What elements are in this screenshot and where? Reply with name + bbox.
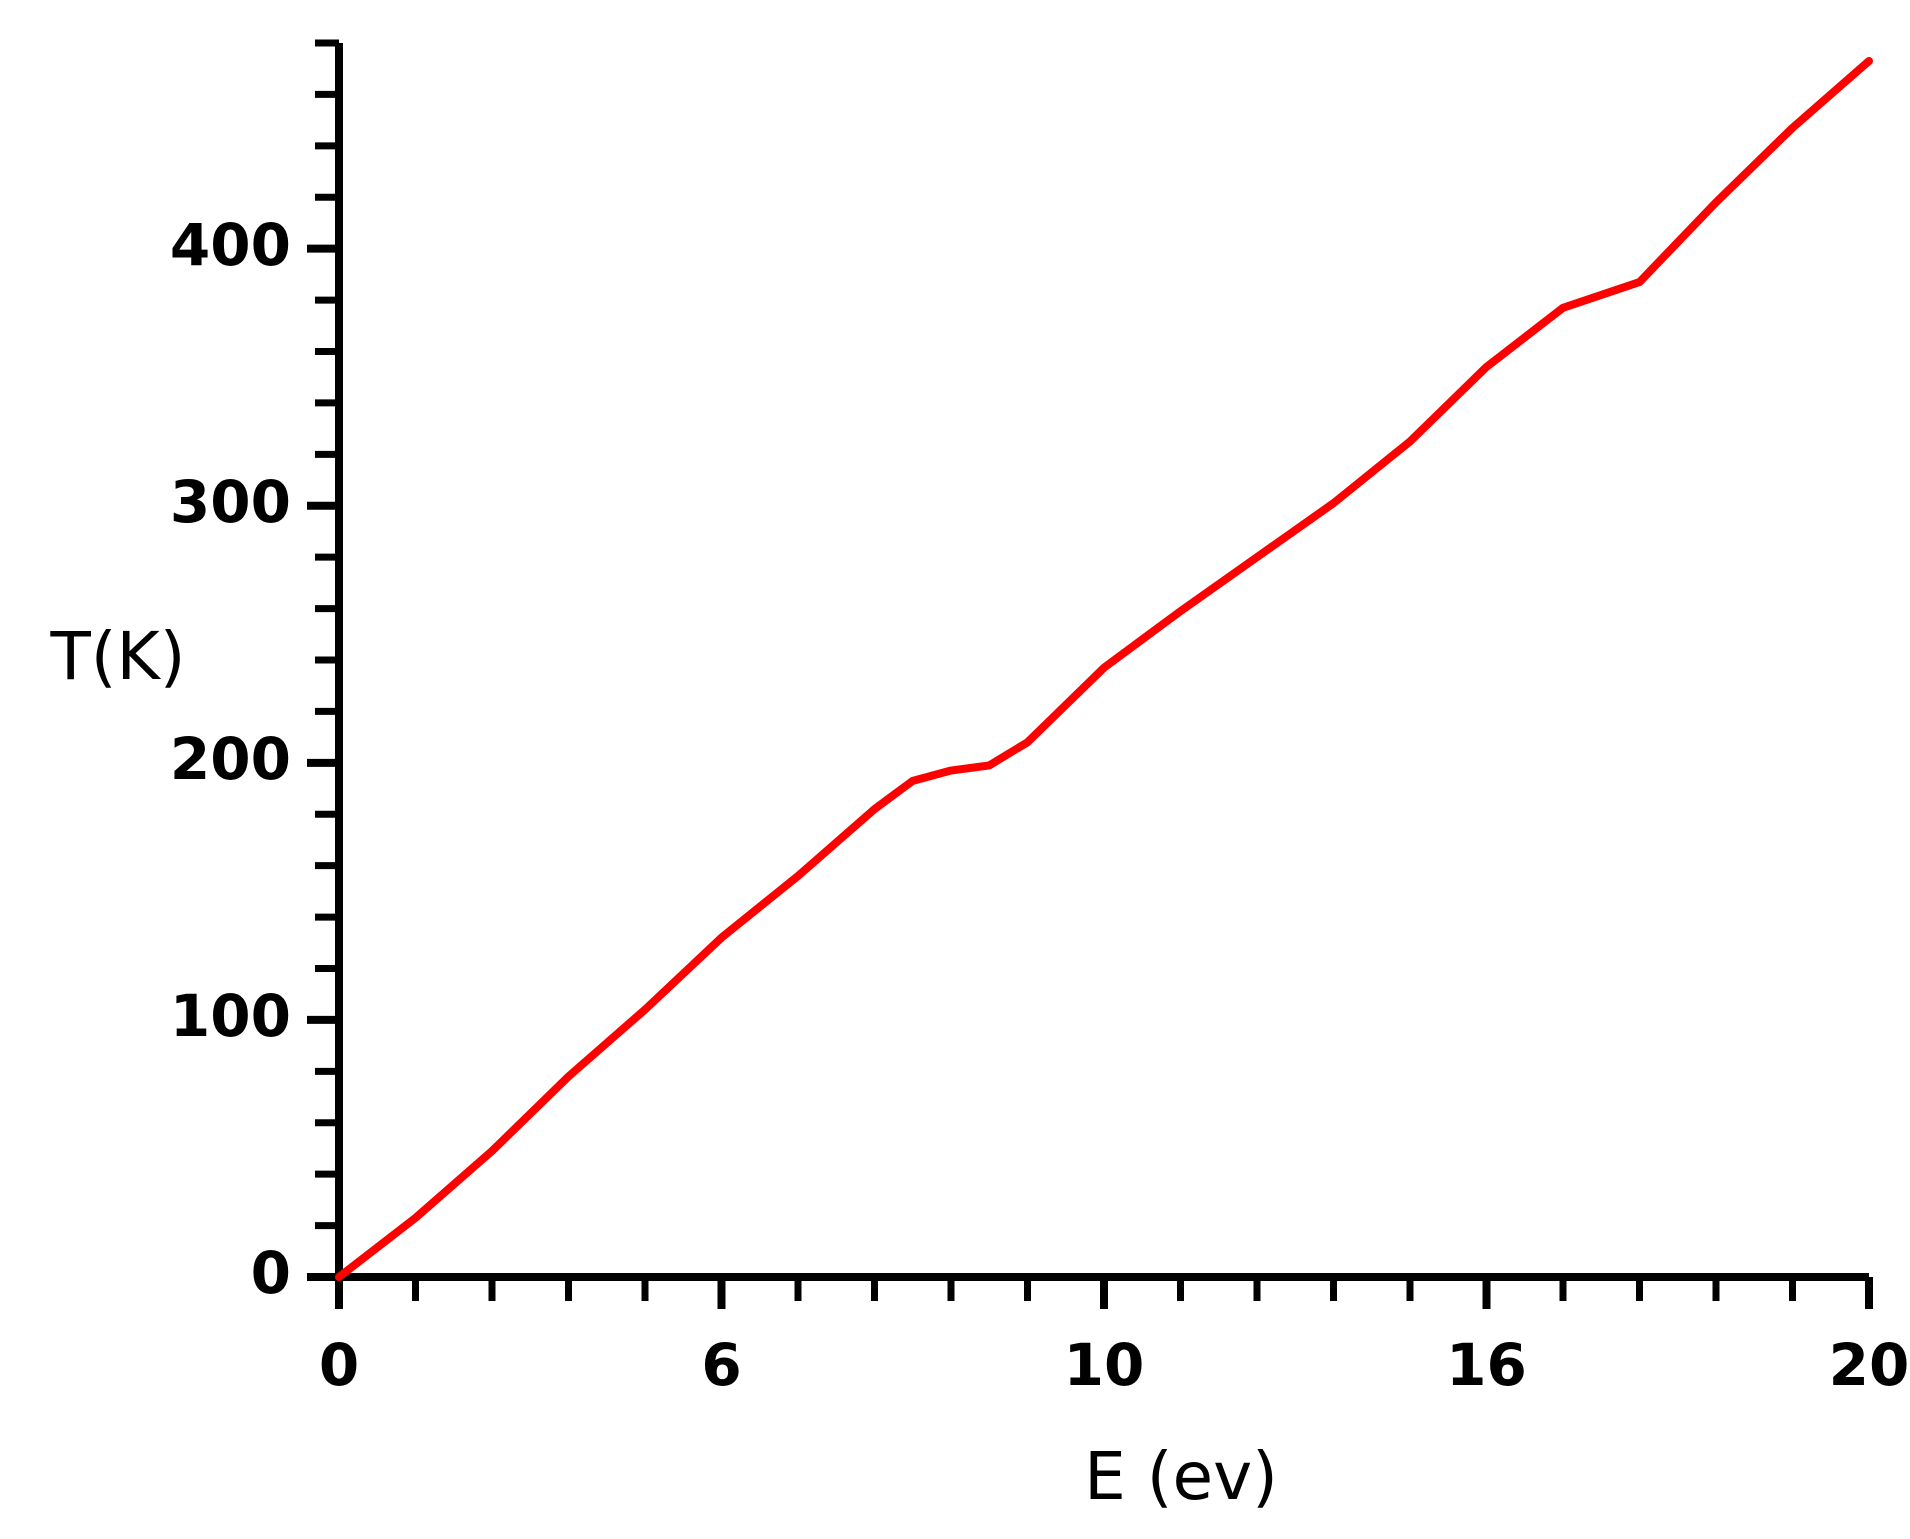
x-tick-label: 20	[1829, 1331, 1910, 1399]
x-tick-label: 6	[701, 1331, 741, 1399]
data-line	[335, 56, 1873, 1281]
x-tick-label: 0	[319, 1331, 359, 1399]
y-tick-label: 200	[170, 725, 291, 793]
x-axis-title: E (ev)	[1084, 1438, 1278, 1515]
y-tick-label: 100	[170, 982, 291, 1050]
x-tick-label: 10	[1064, 1331, 1145, 1399]
x-tick-label: 16	[1446, 1331, 1527, 1399]
y-axis-title: T(K)	[49, 618, 185, 695]
y-tick-label: 400	[170, 211, 291, 279]
y-tick-label: 0	[251, 1239, 291, 1307]
y-tick-label: 300	[170, 468, 291, 536]
